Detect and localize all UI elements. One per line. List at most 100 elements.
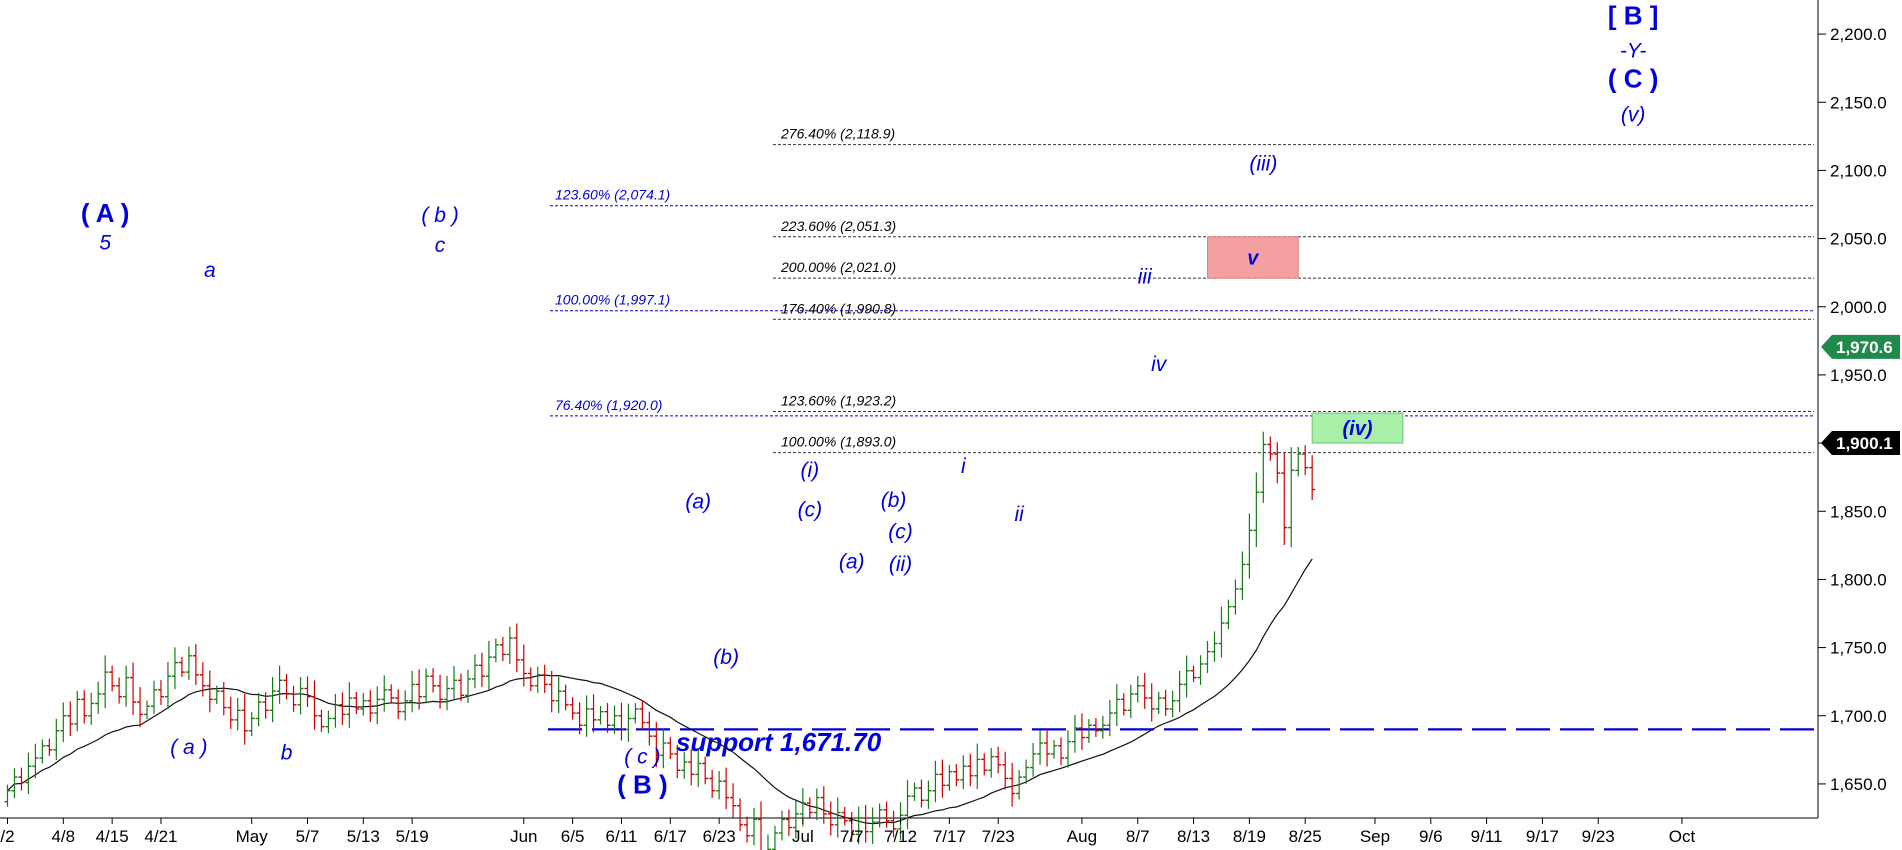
candle bbox=[932, 760, 939, 803]
candle bbox=[123, 665, 130, 707]
candle bbox=[25, 752, 32, 795]
candle bbox=[1141, 672, 1148, 709]
candle bbox=[660, 727, 667, 769]
candle bbox=[520, 644, 527, 687]
candle bbox=[297, 677, 304, 715]
date-tick-label: 4/21 bbox=[144, 827, 177, 846]
candle bbox=[311, 680, 318, 730]
wave-label: (a) bbox=[685, 491, 711, 514]
marker-price-badge-shape bbox=[1821, 430, 1900, 455]
candle bbox=[1155, 691, 1162, 715]
last-price-badge-text: 1,970.6 bbox=[1836, 338, 1893, 357]
moving-average-layer bbox=[7, 558, 1313, 825]
candle bbox=[1092, 718, 1099, 737]
candle bbox=[918, 779, 925, 808]
candle bbox=[709, 769, 716, 798]
fib-level-label: 123.60% (1,923.2) bbox=[781, 392, 896, 408]
candle bbox=[185, 646, 192, 680]
candle bbox=[1309, 455, 1316, 500]
date-tick-label: 8/7 bbox=[1126, 827, 1150, 846]
candle bbox=[130, 662, 137, 715]
candle bbox=[1064, 730, 1071, 768]
date-tick-label: 6/5 bbox=[561, 827, 585, 846]
candle bbox=[32, 743, 39, 779]
candle bbox=[444, 675, 451, 711]
candle bbox=[409, 670, 416, 713]
candle bbox=[855, 806, 862, 845]
candle bbox=[1120, 693, 1127, 716]
zone-layer: v (iv) bbox=[1207, 236, 1404, 444]
candle bbox=[555, 676, 562, 714]
candle bbox=[813, 788, 820, 821]
candle bbox=[430, 668, 437, 693]
candle bbox=[1246, 513, 1253, 579]
date-axis: /2 4/8 4/15 4/21 May 5/7 5/13 5/19 Jun 6/5 6/11 6/1… bbox=[0, 818, 1695, 846]
fib-level-label: 176.40% (1,990.8) bbox=[781, 300, 896, 316]
candle bbox=[1176, 670, 1183, 713]
candle bbox=[974, 743, 981, 790]
price-tick-label: 2,150.0 bbox=[1830, 93, 1887, 112]
candle bbox=[1169, 690, 1176, 718]
candle bbox=[785, 809, 792, 836]
date-tick-label: /2 bbox=[0, 827, 14, 846]
candle bbox=[737, 798, 744, 832]
candle bbox=[276, 665, 283, 704]
candle bbox=[1044, 728, 1051, 767]
candle bbox=[492, 638, 499, 663]
wave-label: (ii) bbox=[889, 553, 912, 576]
date-tick-label: 7/12 bbox=[884, 827, 917, 846]
candle bbox=[367, 690, 374, 723]
date-tick-label: Oct bbox=[1669, 827, 1696, 846]
candle bbox=[381, 675, 388, 712]
date-tick-label: 5/7 bbox=[296, 827, 320, 846]
candle bbox=[876, 803, 883, 828]
wave-label: a bbox=[204, 259, 216, 282]
candle bbox=[869, 807, 876, 844]
price-tick-label: 1,750.0 bbox=[1830, 639, 1887, 658]
wave-label: (i) bbox=[801, 459, 820, 482]
candle bbox=[95, 681, 102, 714]
fib-layer: 276.40% (2,118.9) 123.60% (2,074.1) 223.60… bbox=[548, 126, 1814, 757]
candle bbox=[1288, 447, 1295, 548]
candle bbox=[506, 626, 513, 665]
candle bbox=[283, 673, 290, 700]
candle bbox=[925, 780, 932, 809]
candle bbox=[318, 709, 325, 732]
date-tick-label: 9/6 bbox=[1419, 827, 1443, 846]
wave-label: (b) bbox=[713, 646, 739, 669]
date-tick-label: 9/11 bbox=[1471, 827, 1503, 846]
wave-label: iii bbox=[1138, 266, 1153, 289]
candle bbox=[213, 685, 220, 705]
price-tick-label: 2,100.0 bbox=[1830, 161, 1887, 180]
candle bbox=[1197, 655, 1204, 685]
grid-layer bbox=[0, 0, 1819, 819]
candle bbox=[1099, 715, 1106, 739]
candle bbox=[569, 697, 576, 720]
candle bbox=[1051, 740, 1058, 759]
candle bbox=[1106, 700, 1113, 737]
candle bbox=[744, 816, 751, 843]
date-tick-label: 9/23 bbox=[1582, 827, 1615, 846]
candle bbox=[346, 682, 353, 728]
candle bbox=[534, 666, 541, 693]
candle bbox=[116, 677, 123, 704]
candle bbox=[206, 670, 213, 713]
candle bbox=[862, 804, 869, 843]
wave-label: ( B ) bbox=[617, 769, 668, 799]
candle bbox=[1002, 751, 1009, 790]
candle bbox=[178, 656, 185, 678]
candle bbox=[939, 759, 946, 798]
wave-label: iv bbox=[1151, 353, 1168, 376]
candle bbox=[53, 718, 60, 760]
candle bbox=[1085, 718, 1092, 743]
candle bbox=[437, 674, 444, 709]
candle bbox=[1030, 743, 1037, 777]
candle bbox=[457, 673, 464, 702]
fib-level-label: 76.40% (1,920.0) bbox=[555, 397, 662, 413]
candle bbox=[4, 784, 11, 807]
candle bbox=[220, 681, 227, 716]
candle bbox=[1260, 431, 1267, 503]
candle bbox=[702, 756, 709, 785]
date-tick-label: 9/17 bbox=[1526, 827, 1559, 846]
candle bbox=[18, 767, 25, 791]
